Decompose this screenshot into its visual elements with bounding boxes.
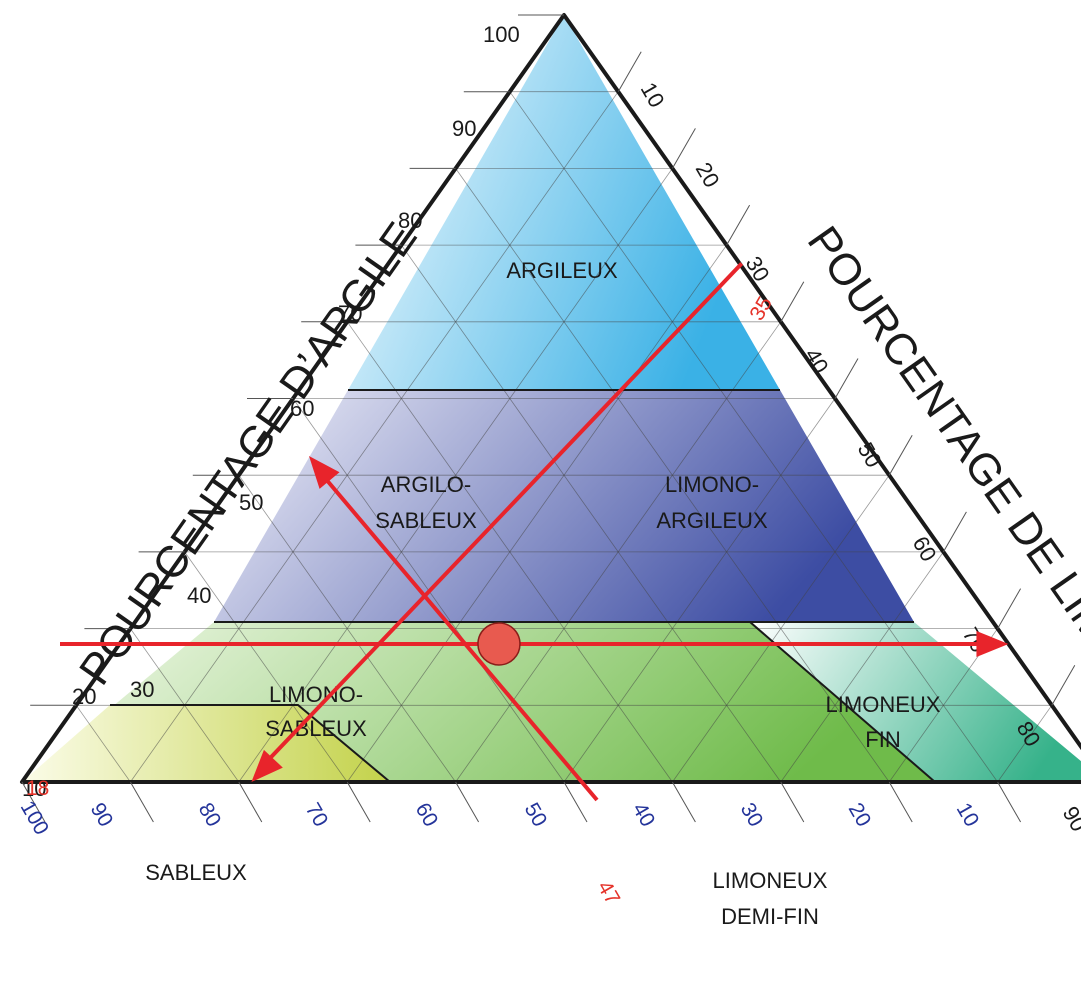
sand-tick-30: 30 (736, 799, 768, 831)
zone-limoneux-fin (750, 622, 1081, 782)
sand-tick-80: 80 (194, 799, 226, 831)
zone-label-limoneux-demi-fin-1: LIMONEUX (713, 868, 828, 893)
grid-sand-90 (75, 705, 131, 782)
zone-label-limoneux-fin-1: LIMONEUX (826, 692, 941, 717)
sand-tick-mark-60 (455, 781, 480, 823)
sand-tick-40: 40 (628, 799, 660, 831)
grid-silt-60 (672, 474, 890, 782)
silt-tick-90: 90 (1058, 802, 1081, 836)
silt-tick-mark-80 (997, 588, 1022, 629)
grid-sand-10 (509, 91, 998, 782)
zone-boundaries (110, 389, 936, 783)
sand-tick-mark-50 (563, 781, 588, 823)
sand-tick-70: 70 (301, 799, 333, 831)
silt-tick-mark-70 (942, 511, 967, 553)
sand-tick-100: 100 (16, 797, 53, 839)
sand-tick-50: 50 (520, 799, 552, 831)
zone-label-argileux: ARGILEUX (506, 258, 618, 283)
grid-sand-30 (401, 244, 782, 782)
tick-lines (21, 14, 1076, 823)
silt-tick-mark-60 (888, 434, 913, 476)
zone-argileux (348, 15, 780, 390)
zone-label-limono-sableux-1: LIMONO- (269, 682, 363, 707)
zone-sableux (22, 705, 390, 782)
zone-argilo-limoneux (214, 390, 914, 622)
sand-tick-mark-20 (888, 781, 913, 823)
sample-reading-arrows (60, 262, 1009, 802)
grid-silt-50 (563, 398, 836, 782)
zone-label-limono-argileux-2: ARGILEUX (656, 508, 768, 533)
clay-tick-labels: 10 20 30 40 50 60 70 80 90 100 (22, 22, 520, 801)
clay-value-label: 18 (26, 777, 49, 800)
sand-tick-10: 10 (952, 799, 984, 831)
sand-arrow-head (309, 456, 340, 489)
grid-silt-70 (780, 551, 944, 782)
clay-tick-60: 60 (290, 396, 314, 421)
silt-tick-mark-30 (726, 204, 751, 246)
silt-tick-60: 60 (908, 532, 942, 566)
sand-tick-labels: 100 90 80 70 60 50 40 30 20 10 (16, 797, 984, 839)
clay-tick-90: 90 (452, 116, 476, 141)
sand-tick-20: 20 (844, 799, 876, 831)
silt-tick-mark-40 (780, 281, 805, 323)
silt-tick-mark-90 (1051, 665, 1076, 706)
grid-silt-10 (130, 91, 619, 782)
sand-value-label: 47 (593, 877, 625, 909)
clay-tick-40: 40 (187, 583, 211, 608)
sand-tick-mark-70 (346, 781, 371, 823)
sand-arrow-line (323, 476, 599, 802)
sand-tick-60: 60 (411, 799, 443, 831)
clay-arrow-head (976, 630, 1009, 657)
sand-tick-mark-40 (671, 781, 696, 823)
silt-arrow-head (251, 749, 283, 782)
sand-tick-mark-80 (238, 781, 263, 823)
silt-arrow-line (264, 262, 744, 764)
clay-tick-20: 20 (72, 684, 96, 709)
zone-label-limoneux-demi-fin-2: DEMI-FIN (721, 904, 819, 929)
zone-label-limoneux-fin-2: FIN (865, 727, 900, 752)
silt-tick-40: 40 (800, 344, 834, 378)
clay-tick-50: 50 (239, 490, 263, 515)
zone-label-limono-sableux-2: SABLEUX (265, 716, 367, 741)
grid-silt-90 (997, 705, 1053, 782)
clay-tick-100: 100 (483, 22, 520, 47)
sand-tick-mark-90 (129, 781, 154, 823)
silt-tick-mark-20 (671, 128, 696, 169)
silt-tick-20: 20 (691, 158, 725, 192)
clay-tick-80: 80 (398, 208, 422, 233)
silt-value-label: 35 (745, 293, 777, 325)
silt-tick-mark-50 (834, 358, 859, 399)
clay-tick-70: 70 (338, 301, 362, 326)
grid-lines (75, 91, 1053, 782)
clay-tick-10: 10 (22, 776, 46, 801)
grid-silt-30 (346, 244, 727, 782)
zone-label-limono-argileux-1: LIMONO- (665, 472, 759, 497)
clay-tick-30: 30 (130, 677, 154, 702)
sand-tick-mark-10 (997, 781, 1022, 823)
sample-point-marker (477, 622, 521, 666)
grid-sand-70 (184, 551, 348, 782)
silt-tick-10: 10 (636, 78, 670, 112)
sand-tick-90: 90 (86, 799, 118, 831)
zone-label-argilo-sableux-2: SABLEUX (375, 508, 477, 533)
sand-tick-mark-100 (21, 781, 46, 823)
silt-tick-30: 30 (741, 252, 775, 286)
zone-label-argilo-sableux-1: ARGILO- (381, 472, 471, 497)
grid-sand-60 (238, 474, 456, 782)
sand-tick-mark-30 (780, 781, 805, 823)
zone-label-sableux: SABLEUX (145, 860, 247, 885)
silt-tick-mark-10 (617, 51, 642, 92)
